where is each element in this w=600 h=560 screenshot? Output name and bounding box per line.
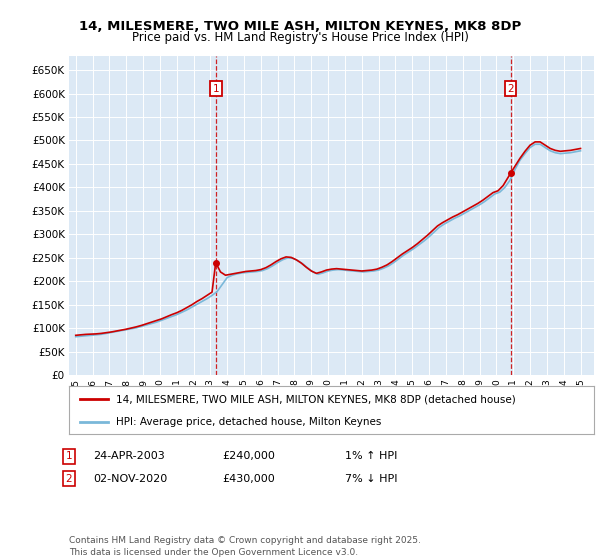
Text: 2: 2 [507, 84, 514, 94]
Text: 2: 2 [65, 474, 73, 484]
Text: 14, MILESMERE, TWO MILE ASH, MILTON KEYNES, MK8 8DP (detached house): 14, MILESMERE, TWO MILE ASH, MILTON KEYN… [116, 394, 516, 404]
Text: HPI: Average price, detached house, Milton Keynes: HPI: Average price, detached house, Milt… [116, 417, 382, 427]
Text: £430,000: £430,000 [222, 474, 275, 484]
Text: 14, MILESMERE, TWO MILE ASH, MILTON KEYNES, MK8 8DP: 14, MILESMERE, TWO MILE ASH, MILTON KEYN… [79, 20, 521, 32]
Text: 02-NOV-2020: 02-NOV-2020 [93, 474, 167, 484]
Text: 1% ↑ HPI: 1% ↑ HPI [345, 451, 397, 461]
Text: Contains HM Land Registry data © Crown copyright and database right 2025.
This d: Contains HM Land Registry data © Crown c… [69, 536, 421, 557]
Text: 7% ↓ HPI: 7% ↓ HPI [345, 474, 398, 484]
Text: £240,000: £240,000 [222, 451, 275, 461]
Text: 24-APR-2003: 24-APR-2003 [93, 451, 165, 461]
Text: 1: 1 [65, 451, 73, 461]
Text: 1: 1 [212, 84, 219, 94]
Text: Price paid vs. HM Land Registry's House Price Index (HPI): Price paid vs. HM Land Registry's House … [131, 31, 469, 44]
